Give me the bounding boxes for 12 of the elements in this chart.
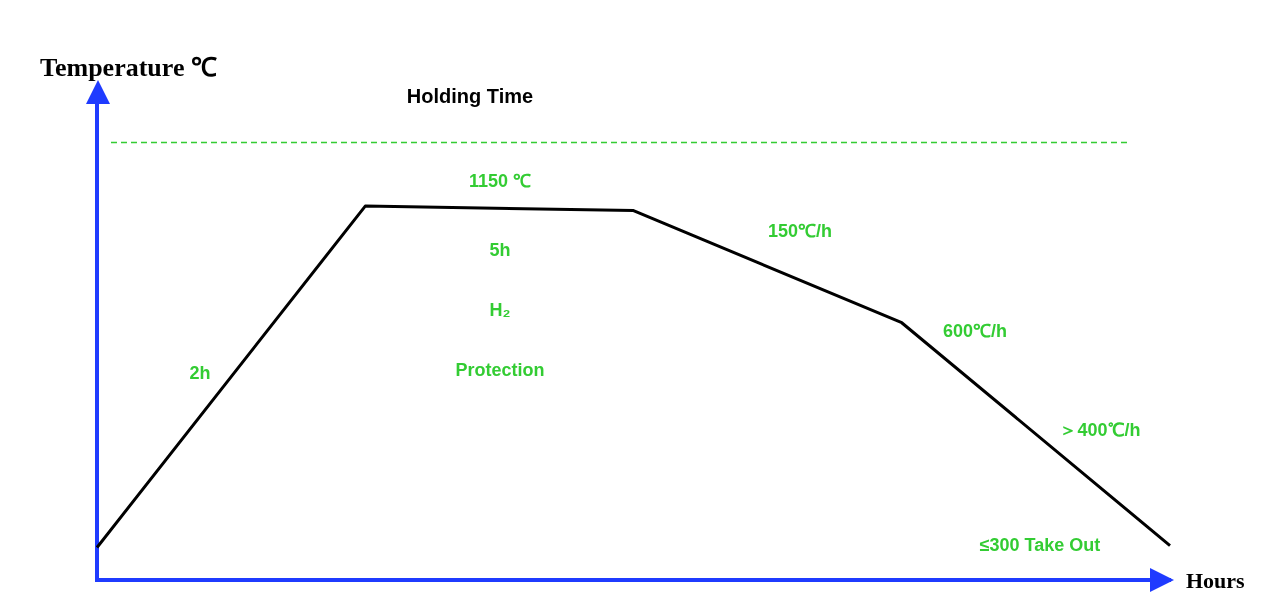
- annotation: H₂: [489, 299, 511, 321]
- ref-line-label: Holding Time: [406, 84, 534, 107]
- annotation: 2h: [189, 362, 211, 384]
- annotation: ＞400℃/h: [1059, 419, 1141, 442]
- annotation: 600℃/h: [942, 320, 1008, 342]
- annotation: Protection: [455, 359, 545, 381]
- text: 1150 ℃: [468, 170, 532, 192]
- annotation: 5h: [489, 239, 511, 261]
- y-axis-title: Temperature ℃: [40, 52, 217, 84]
- x-axis-title: Hours: [1186, 568, 1245, 594]
- annotation: ≤300 Take Out: [979, 534, 1101, 556]
- annotation: 150℃/h: [767, 220, 833, 242]
